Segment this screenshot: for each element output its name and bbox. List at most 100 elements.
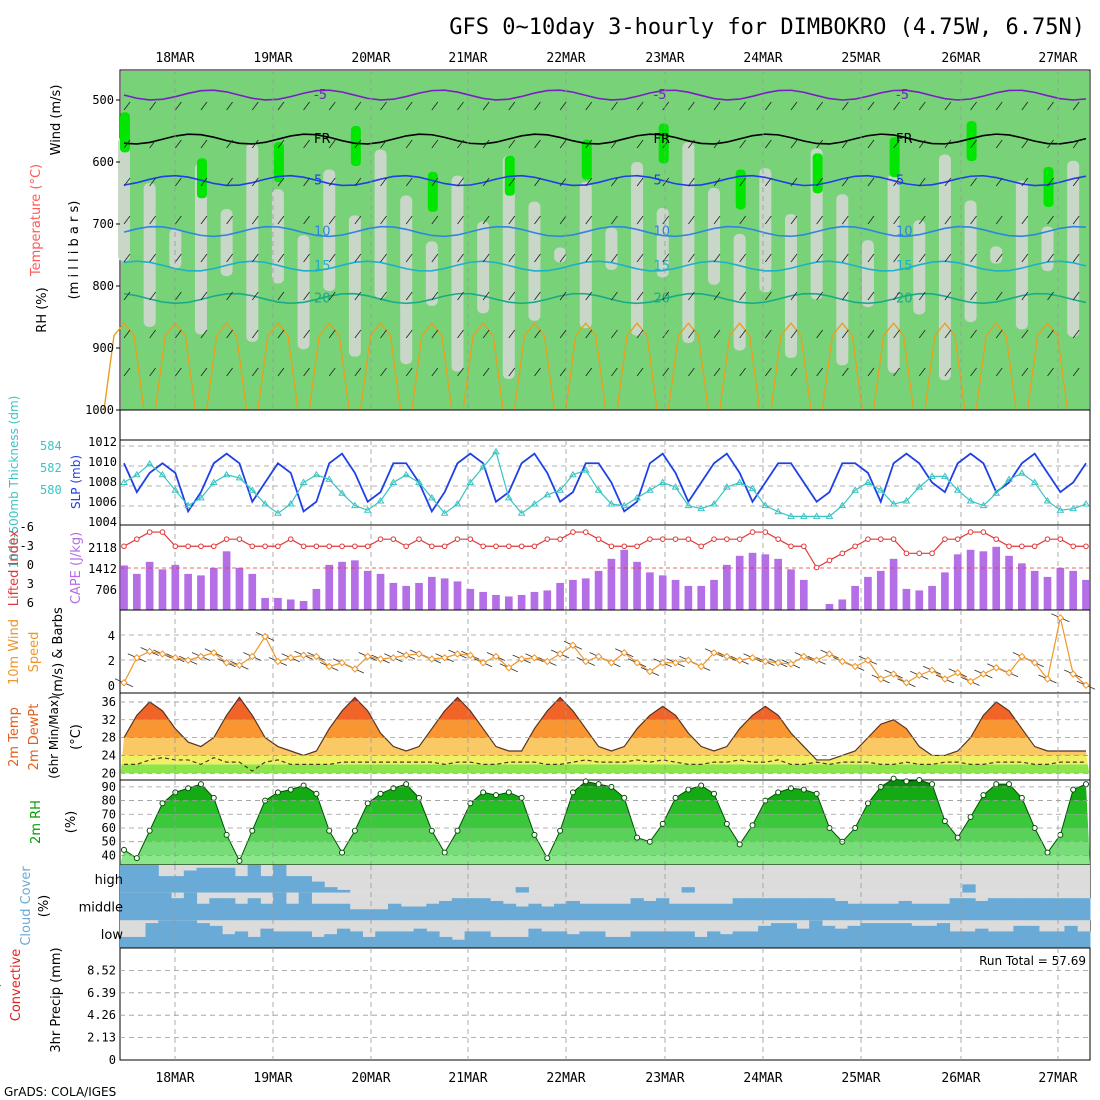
cloud-cell <box>885 923 900 948</box>
rh-wet-blob <box>427 171 438 212</box>
wind-barb <box>149 177 156 187</box>
thickness-marker <box>158 470 167 478</box>
wind-barb <box>226 215 233 225</box>
rh-dry-blob <box>1067 160 1080 337</box>
li-marker <box>1006 543 1012 550</box>
li-marker <box>698 543 705 550</box>
isotherm-25-lobe <box>257 322 299 411</box>
wind-barb <box>303 215 310 225</box>
li-marker <box>210 543 217 550</box>
rh-marker <box>659 820 666 827</box>
cloud-cell <box>183 920 198 948</box>
li-tick: -3 <box>20 539 34 553</box>
cape-bar <box>363 570 372 610</box>
cloud-cell <box>783 923 797 948</box>
cloud-cell <box>962 884 976 893</box>
wind-marker <box>800 652 808 661</box>
wind-marker <box>735 656 744 664</box>
wind-marker <box>222 659 231 667</box>
li-marker <box>518 543 525 550</box>
wind-barb <box>303 329 310 339</box>
cape-bar <box>530 591 539 610</box>
rh-marker <box>749 822 756 829</box>
cloud-cell <box>362 936 376 948</box>
ylabel-temp-unit: (°C) <box>69 724 84 750</box>
wind-barb <box>380 215 387 225</box>
wind-barb <box>765 291 772 301</box>
temp-band <box>120 701 1090 720</box>
cloud-cell <box>809 898 823 921</box>
wind-marker <box>1056 614 1065 622</box>
wind-barb <box>405 101 413 111</box>
wind-barb <box>508 253 516 263</box>
rh-wet-blob <box>812 153 823 194</box>
cloud-cell <box>120 936 134 948</box>
isotherm-25-lobe <box>616 322 658 411</box>
wind-marker <box>954 669 962 677</box>
wind-barb <box>123 329 131 339</box>
wind-marker <box>928 666 936 674</box>
wind-barb <box>405 177 413 187</box>
li-marker <box>185 543 191 550</box>
rh-marker <box>416 794 423 801</box>
cape-bar <box>466 588 475 610</box>
cloud-cell <box>694 903 708 921</box>
wind-marker <box>851 662 859 671</box>
cloud-cell <box>1013 925 1027 948</box>
wind-marker <box>171 654 180 662</box>
cloud-cell <box>528 903 542 921</box>
surface-strip <box>119 409 1091 441</box>
cloud-cell <box>987 898 1002 921</box>
wind-marker <box>287 654 295 662</box>
temp-band <box>120 719 1090 738</box>
wind-barb <box>970 177 977 187</box>
rh-dry-blob <box>118 137 130 262</box>
cape-bar <box>389 582 398 610</box>
rh-marker <box>916 777 923 783</box>
rh-marker <box>351 827 358 834</box>
wind-barb <box>200 177 208 187</box>
cloud-cell <box>298 876 312 893</box>
wind-marker <box>261 632 269 641</box>
wind-marker <box>889 670 898 678</box>
thickness-marker <box>979 501 988 509</box>
rh-marker <box>249 827 256 834</box>
wind-barb <box>149 101 156 111</box>
date-label-top: 18MAR <box>155 51 194 66</box>
rh-dry-blob <box>502 155 515 379</box>
cloud-cell <box>975 900 989 921</box>
isotherm-25-lobe <box>770 322 812 411</box>
rh-marker <box>723 820 730 827</box>
wind-marker <box>492 652 500 661</box>
cape-bar <box>351 560 359 610</box>
wind-barb <box>303 139 310 149</box>
thickness-marker <box>274 509 282 516</box>
cape-bar <box>723 564 731 610</box>
thickness-marker <box>633 493 641 501</box>
wind-barb <box>534 139 541 149</box>
cloud-cell <box>426 931 440 948</box>
rh-marker <box>685 786 692 793</box>
cloud-cell <box>298 931 312 948</box>
cape-bar <box>120 565 128 610</box>
wind-barb <box>1021 139 1029 149</box>
wind-barb <box>226 139 233 149</box>
wind-barb <box>431 367 439 377</box>
wind-barb <box>482 291 490 301</box>
wind-barb <box>251 101 259 111</box>
rh-marker <box>813 790 820 797</box>
rh-marker <box>210 794 217 801</box>
cloud-cell <box>209 898 223 921</box>
rh-dry-blob <box>246 143 259 342</box>
thickness-marker <box>466 478 475 485</box>
li-marker <box>172 543 179 550</box>
wind-barb <box>354 101 362 111</box>
cloud-cell <box>592 931 606 948</box>
cloud-cell <box>362 909 376 921</box>
thickness-marker <box>902 497 911 504</box>
cape-bar <box>1082 579 1090 610</box>
cloud-cell <box>413 928 427 948</box>
rh-marker <box>634 834 641 841</box>
wind-barb <box>1047 367 1054 377</box>
cloud-cell <box>1077 931 1091 948</box>
